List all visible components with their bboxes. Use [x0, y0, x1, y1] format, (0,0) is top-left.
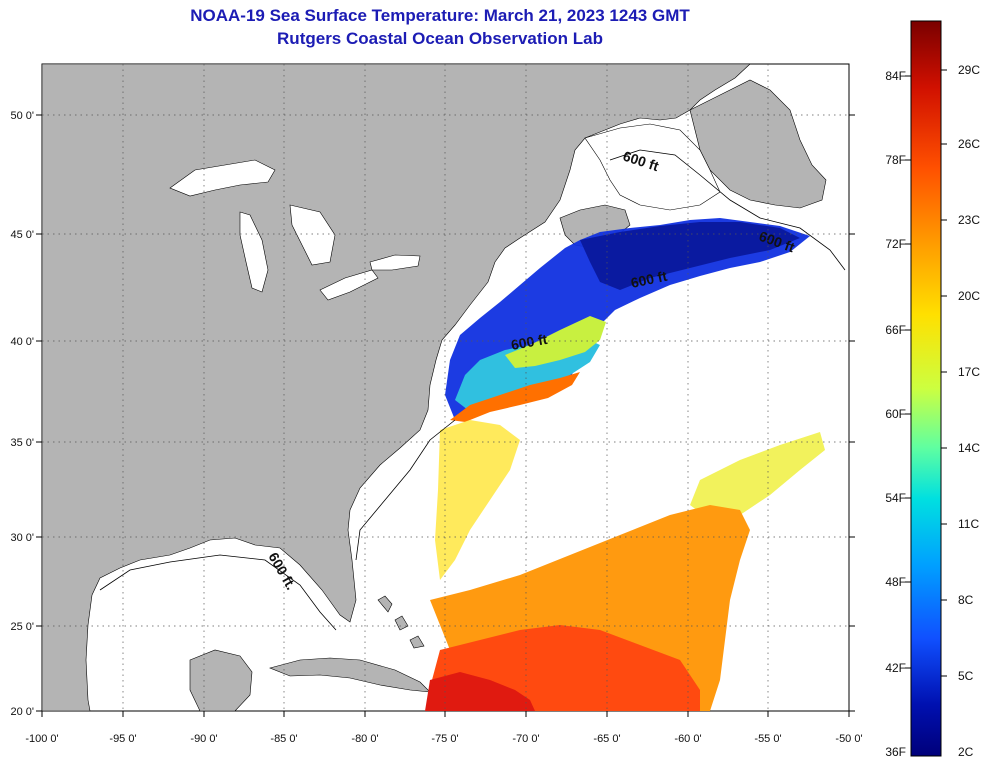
colorbar-f-label: 84F — [885, 69, 906, 83]
graticule — [36, 64, 855, 717]
lon-tick-label: -100 0' — [25, 733, 58, 745]
north-america-land — [41, 63, 751, 712]
lat-tick-label: 35 0' — [10, 437, 34, 449]
lon-tick-label: -50 0' — [835, 733, 862, 745]
lon-tick-label: -60 0' — [674, 733, 701, 745]
colorbar-c-label: 5C — [958, 669, 974, 683]
contour-600ft-line — [609, 149, 846, 271]
lat-tick-label: 30 0' — [10, 532, 34, 544]
colorbar-f-label: 66F — [885, 323, 906, 337]
colorbar-c-label: 11C — [958, 517, 979, 531]
colorbar-f-label: 42F — [885, 661, 906, 675]
yucatan-land — [189, 649, 253, 712]
lon-tick-label: -55 0' — [754, 733, 781, 745]
sst-yellow-green — [505, 316, 606, 368]
colorbar-c-label: 8C — [958, 593, 974, 607]
lake-michigan — [239, 211, 269, 293]
colorbar-f-label: 36F — [885, 745, 906, 759]
contour-label: 600 ft — [629, 268, 668, 291]
lat-tick-label: 45 0' — [10, 229, 34, 241]
lon-tick-label: -80 0' — [351, 733, 378, 745]
lon-tick-label: -65 0' — [593, 733, 620, 745]
lake-huron — [289, 204, 336, 266]
contour-600ft-gulf — [99, 554, 337, 631]
lon-tick-label: -70 0' — [512, 733, 539, 745]
map-subtitle: Rutgers Coastal Ocean Observation Lab — [277, 29, 603, 48]
colorbar — [910, 20, 942, 757]
sst-deep-blue — [580, 222, 800, 290]
colorbar-c-label: 29C — [958, 63, 980, 77]
lat-tick-label: 40 0' — [10, 336, 34, 348]
colorbar-f-label: 60F — [885, 407, 906, 421]
bahamas-land — [377, 595, 425, 649]
colorbar-c-label: 20C — [958, 289, 980, 303]
colorbar-labels: 84F 78F 72F 66F 60F 54F 48F 42F 36F 29C 26C 23C 20C 1… — [885, 63, 980, 759]
colorbar-c-label: 26C — [958, 137, 980, 151]
tick-labels: -100 0' -95 0' -90 0' -85 0' -80 0' -75 0' -70… — [10, 110, 862, 745]
map-title: NOAA-19 Sea Surface Temperature: March 2… — [190, 6, 690, 25]
colorbar-c-label: 2C — [958, 745, 974, 759]
contour-label: 600 ft — [510, 331, 549, 353]
lake-erie — [319, 269, 379, 301]
colorbar-f-label: 48F — [885, 575, 906, 589]
lat-tick-label: 50 0' — [10, 110, 34, 122]
colorbar-f-label: 54F — [885, 491, 906, 505]
colorbar-f-label: 72F — [885, 237, 906, 251]
lon-tick-label: -75 0' — [431, 733, 458, 745]
gulf-st-lawrence — [584, 123, 721, 211]
lon-tick-label: -85 0' — [270, 733, 297, 745]
colorbar-f-label: 78F — [885, 153, 906, 167]
contour-600ft-east — [355, 419, 456, 561]
lon-tick-label: -95 0' — [109, 733, 136, 745]
lon-tick-label: -90 0' — [190, 733, 217, 745]
lat-tick-label: 20 0' — [10, 706, 34, 718]
lake-ontario — [369, 254, 421, 271]
colorbar-c-label: 17C — [958, 365, 980, 379]
lat-tick-label: 25 0' — [10, 621, 34, 633]
colorbar-c-label: 14C — [958, 441, 980, 455]
lake-superior — [169, 159, 276, 197]
sst-yellow-patches — [435, 420, 520, 580]
sst-gulfstream-edge — [450, 372, 580, 422]
sst-yellow-east — [690, 432, 825, 520]
colorbar-c-label: 23C — [958, 213, 980, 227]
sst-red-south — [425, 672, 535, 711]
